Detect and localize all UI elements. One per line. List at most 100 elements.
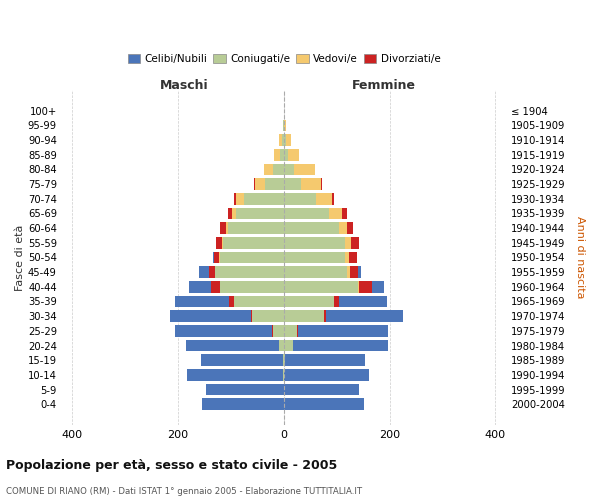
Bar bbox=[170, 310, 252, 322]
Bar bbox=[232, 208, 236, 219]
Bar bbox=[272, 325, 274, 336]
Bar bbox=[284, 340, 293, 351]
Bar bbox=[264, 164, 274, 175]
Bar bbox=[284, 120, 286, 131]
Bar bbox=[284, 164, 295, 175]
Bar bbox=[279, 134, 282, 146]
Bar bbox=[187, 369, 283, 380]
Bar bbox=[223, 237, 284, 248]
Text: Maschi: Maschi bbox=[160, 78, 208, 92]
Bar bbox=[351, 237, 359, 248]
Bar bbox=[345, 252, 349, 263]
Bar bbox=[301, 178, 321, 190]
Bar bbox=[342, 208, 347, 219]
Bar bbox=[358, 281, 359, 292]
Bar bbox=[263, 178, 265, 190]
Bar bbox=[214, 252, 220, 263]
Bar bbox=[274, 149, 280, 160]
Bar bbox=[217, 237, 223, 248]
Y-axis label: Fasce di età: Fasce di età bbox=[15, 224, 25, 290]
Bar bbox=[216, 237, 221, 248]
Bar bbox=[211, 281, 220, 292]
Bar bbox=[334, 296, 387, 307]
Bar bbox=[215, 266, 284, 278]
Bar bbox=[321, 178, 322, 190]
Bar bbox=[284, 354, 285, 366]
Bar bbox=[349, 252, 357, 263]
Bar bbox=[284, 252, 345, 263]
Bar bbox=[252, 310, 284, 322]
Bar bbox=[242, 193, 244, 204]
Bar bbox=[283, 354, 284, 366]
Bar bbox=[329, 208, 342, 219]
Bar bbox=[340, 222, 347, 234]
Bar bbox=[212, 252, 220, 263]
Bar bbox=[232, 208, 236, 219]
Bar bbox=[350, 266, 358, 278]
Bar bbox=[358, 281, 385, 292]
Bar bbox=[274, 164, 284, 175]
Bar bbox=[265, 178, 284, 190]
Bar bbox=[226, 222, 229, 234]
Bar bbox=[220, 252, 284, 263]
Y-axis label: Anni di nascita: Anni di nascita bbox=[575, 216, 585, 298]
Bar bbox=[295, 164, 314, 175]
Bar bbox=[251, 310, 252, 322]
Bar bbox=[233, 296, 284, 307]
Text: Femmine: Femmine bbox=[352, 78, 416, 92]
Bar bbox=[233, 193, 236, 204]
Bar bbox=[347, 266, 361, 278]
Bar bbox=[220, 281, 284, 292]
Bar bbox=[228, 208, 232, 219]
Bar bbox=[284, 281, 358, 292]
Bar bbox=[206, 384, 284, 395]
Text: Popolazione per età, sesso e stato civile - 2005: Popolazione per età, sesso e stato civil… bbox=[6, 460, 337, 472]
Bar bbox=[254, 178, 255, 190]
Bar bbox=[329, 208, 333, 219]
Bar bbox=[189, 281, 220, 292]
Bar bbox=[284, 208, 329, 219]
Bar bbox=[323, 310, 403, 322]
Bar bbox=[316, 193, 318, 204]
Bar bbox=[284, 310, 323, 322]
Bar bbox=[244, 193, 284, 204]
Bar bbox=[209, 266, 215, 278]
Bar bbox=[284, 134, 286, 146]
Bar bbox=[347, 222, 353, 234]
Bar bbox=[236, 193, 244, 204]
Bar bbox=[340, 222, 345, 234]
Bar bbox=[284, 325, 297, 336]
Bar bbox=[202, 398, 284, 410]
Bar bbox=[284, 369, 368, 380]
Bar bbox=[359, 281, 372, 292]
Bar bbox=[285, 354, 365, 366]
Bar bbox=[220, 222, 226, 234]
Bar bbox=[284, 384, 359, 395]
Bar bbox=[255, 178, 265, 190]
Bar bbox=[284, 149, 288, 160]
Bar bbox=[293, 340, 388, 351]
Bar bbox=[280, 149, 284, 160]
Bar bbox=[297, 325, 298, 336]
Bar bbox=[288, 149, 299, 160]
Bar bbox=[284, 193, 316, 204]
Bar bbox=[345, 237, 351, 248]
Bar bbox=[221, 237, 223, 248]
Bar bbox=[316, 193, 332, 204]
Bar bbox=[345, 237, 350, 248]
Bar bbox=[284, 266, 347, 278]
Bar bbox=[199, 266, 215, 278]
Legend: Celibi/Nubili, Coniugati/e, Vedovi/e, Divorziati/e: Celibi/Nubili, Coniugati/e, Vedovi/e, Di… bbox=[125, 52, 442, 66]
Bar bbox=[278, 340, 284, 351]
Bar bbox=[301, 178, 302, 190]
Bar bbox=[286, 134, 292, 146]
Bar bbox=[347, 266, 350, 278]
Bar bbox=[334, 296, 340, 307]
Bar bbox=[236, 208, 284, 219]
Bar bbox=[297, 325, 388, 336]
Bar bbox=[274, 325, 284, 336]
Bar bbox=[175, 325, 274, 336]
Bar bbox=[175, 296, 233, 307]
Bar bbox=[284, 222, 340, 234]
Bar bbox=[229, 296, 233, 307]
